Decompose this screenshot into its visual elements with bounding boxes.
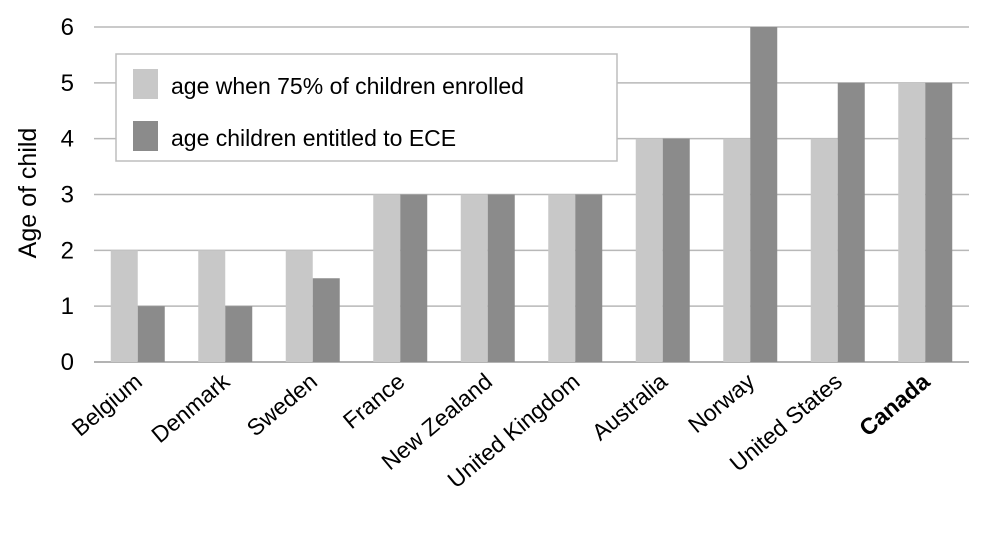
legend-box <box>115 53 618 162</box>
y-axis-ticks: 0 1 2 3 4 5 6 <box>61 14 74 376</box>
y-tick-label: 5 <box>61 70 74 97</box>
bar-enrolled <box>460 194 488 362</box>
bar-enrolled <box>548 194 576 362</box>
bar-entitled <box>312 278 340 362</box>
y-tick-label: 1 <box>61 293 74 320</box>
bar-enrolled <box>723 138 751 362</box>
y-tick-label: 0 <box>61 349 74 376</box>
x-tick-label: Australia <box>587 368 672 446</box>
legend-swatch-entitled <box>133 121 158 151</box>
y-tick-label: 3 <box>61 182 74 209</box>
bar-enrolled <box>110 250 138 362</box>
y-axis-label: Age of child <box>14 128 42 259</box>
bar-entitled <box>225 306 253 362</box>
bar-entitled <box>750 27 778 362</box>
bar-entitled <box>662 138 690 362</box>
bar-entitled <box>137 306 165 362</box>
bar-enrolled <box>198 250 226 362</box>
x-tick-label: Sweden <box>242 368 322 441</box>
bar-entitled <box>837 82 865 362</box>
bar-enrolled <box>898 82 926 362</box>
bar-enrolled <box>810 138 838 362</box>
legend-label-entitled: age children entitled to ECE <box>171 125 456 151</box>
legend: age when 75% of children enrolled age ch… <box>115 53 618 162</box>
legend-label-enrolled: age when 75% of children enrolled <box>171 73 524 99</box>
y-tick-label: 2 <box>61 237 74 264</box>
x-tick-label: Denmark <box>146 368 235 448</box>
bar-entitled <box>400 194 428 362</box>
y-tick-label: 4 <box>61 126 74 153</box>
x-tick-label: Norway <box>683 368 760 438</box>
bar-entitled <box>575 194 603 362</box>
bar-entitled <box>925 82 953 362</box>
bars <box>110 27 953 362</box>
bar-enrolled <box>285 250 313 362</box>
bar-enrolled <box>373 194 401 362</box>
x-tick-label: Canada <box>854 368 935 441</box>
x-tick-label: France <box>338 368 410 434</box>
y-tick-label: 6 <box>61 14 74 41</box>
bar-entitled <box>487 194 515 362</box>
legend-swatch-enrolled <box>133 69 158 99</box>
bar-enrolled <box>635 138 663 362</box>
x-tick-label: Belgium <box>67 368 147 441</box>
